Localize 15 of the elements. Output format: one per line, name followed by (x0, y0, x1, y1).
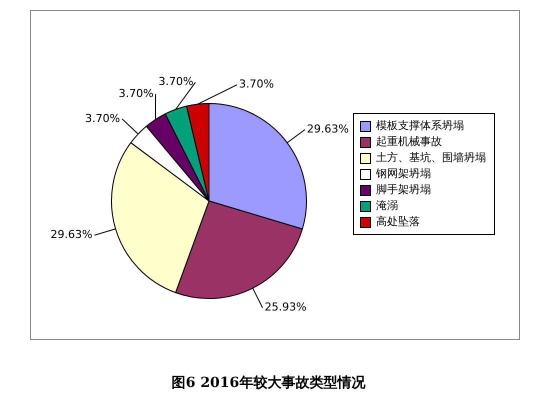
data-label: 3.70% (238, 78, 274, 91)
legend-label: 起重机械事故 (376, 134, 442, 150)
legend-label: 钢网架坍塌 (376, 166, 431, 182)
data-label: 3.70% (118, 86, 154, 100)
data-label: 3.70% (158, 75, 194, 88)
text: 图6 2016年较大事故类型情况 (170, 374, 366, 392)
legend-label: 模板支撑体系坍塌 (376, 118, 464, 134)
legend-label: 脚手架坍塌 (376, 182, 431, 198)
data-label: 29.63% (306, 122, 349, 136)
legend-label: 淹溺 (376, 198, 398, 214)
data-label: 25.93% (264, 300, 307, 314)
data-label: 29.63% (50, 228, 92, 242)
data-label: 3.70% (85, 112, 120, 125)
legend-label: 土方、基坑、围墙坍塌 (376, 150, 486, 166)
legend-label: 高处坠落 (376, 214, 420, 230)
